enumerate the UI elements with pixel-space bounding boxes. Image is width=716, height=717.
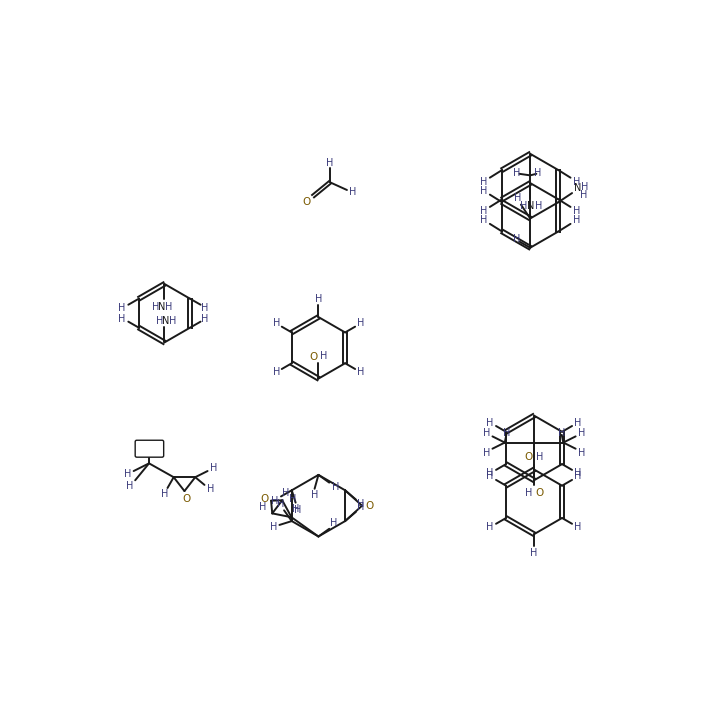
Text: H: H bbox=[152, 302, 159, 312]
Text: H: H bbox=[574, 472, 581, 481]
Text: H: H bbox=[483, 427, 490, 437]
Text: H: H bbox=[534, 168, 541, 178]
Text: H: H bbox=[326, 158, 334, 168]
Text: H: H bbox=[574, 417, 581, 427]
Text: H: H bbox=[480, 176, 488, 186]
Text: H: H bbox=[558, 427, 566, 437]
Text: N: N bbox=[163, 316, 170, 326]
Text: Abs: Abs bbox=[141, 445, 158, 453]
Text: H: H bbox=[357, 499, 364, 509]
Text: H: H bbox=[201, 313, 209, 323]
Text: H: H bbox=[273, 318, 280, 328]
Text: N: N bbox=[527, 201, 535, 212]
Text: H: H bbox=[118, 303, 126, 313]
Text: H: H bbox=[573, 215, 581, 225]
Text: H: H bbox=[573, 206, 581, 216]
Text: H: H bbox=[289, 494, 296, 504]
Text: H: H bbox=[282, 488, 290, 498]
Text: H: H bbox=[531, 548, 538, 558]
Text: O: O bbox=[309, 352, 317, 362]
Text: H: H bbox=[315, 294, 322, 304]
Text: H: H bbox=[480, 215, 488, 225]
Text: H: H bbox=[294, 505, 301, 515]
Text: H: H bbox=[161, 489, 168, 499]
FancyBboxPatch shape bbox=[135, 440, 164, 457]
Text: H: H bbox=[581, 182, 589, 192]
Text: H: H bbox=[169, 316, 177, 326]
Text: H: H bbox=[201, 303, 209, 313]
Text: H: H bbox=[503, 427, 510, 437]
Text: H: H bbox=[332, 483, 339, 492]
Text: H: H bbox=[273, 367, 280, 377]
Text: H: H bbox=[349, 187, 357, 197]
Text: H: H bbox=[578, 427, 586, 437]
Text: H: H bbox=[574, 468, 581, 478]
Text: O: O bbox=[366, 500, 374, 511]
Text: O: O bbox=[303, 196, 311, 206]
Text: H: H bbox=[124, 469, 131, 479]
Text: H: H bbox=[330, 518, 337, 528]
Text: O: O bbox=[525, 452, 533, 462]
Text: H: H bbox=[580, 189, 587, 199]
Text: H: H bbox=[126, 480, 133, 490]
Text: H: H bbox=[513, 234, 520, 244]
Text: H: H bbox=[357, 367, 364, 377]
Text: H: H bbox=[514, 194, 521, 204]
Text: H: H bbox=[578, 447, 586, 457]
Text: H: H bbox=[525, 488, 532, 498]
Text: H: H bbox=[118, 313, 126, 323]
Text: H: H bbox=[486, 417, 494, 427]
Text: H: H bbox=[276, 499, 284, 509]
Text: H: H bbox=[480, 186, 488, 196]
Text: H: H bbox=[207, 484, 214, 494]
Text: H: H bbox=[574, 522, 581, 532]
Text: H: H bbox=[271, 496, 279, 506]
Text: H: H bbox=[357, 502, 364, 512]
Text: H: H bbox=[573, 176, 581, 186]
Text: H: H bbox=[156, 316, 163, 326]
Text: H: H bbox=[259, 502, 266, 512]
Text: H: H bbox=[357, 318, 364, 328]
Text: N: N bbox=[574, 184, 581, 194]
Text: H: H bbox=[520, 201, 527, 212]
Text: H: H bbox=[486, 522, 494, 532]
Text: H: H bbox=[292, 504, 299, 514]
Text: H: H bbox=[165, 302, 173, 312]
Text: H: H bbox=[480, 206, 488, 216]
Text: H: H bbox=[320, 351, 327, 361]
Text: H: H bbox=[270, 522, 277, 532]
Text: H: H bbox=[536, 452, 543, 462]
Text: O: O bbox=[182, 494, 190, 504]
Text: H: H bbox=[486, 472, 494, 481]
Text: O: O bbox=[260, 494, 268, 504]
Text: H: H bbox=[311, 490, 319, 500]
Text: H: H bbox=[513, 168, 520, 178]
Text: O: O bbox=[536, 488, 543, 498]
Text: H: H bbox=[535, 201, 542, 212]
Text: H: H bbox=[483, 447, 490, 457]
Text: H: H bbox=[486, 468, 494, 478]
Text: N: N bbox=[158, 302, 166, 312]
Text: H: H bbox=[210, 463, 218, 473]
